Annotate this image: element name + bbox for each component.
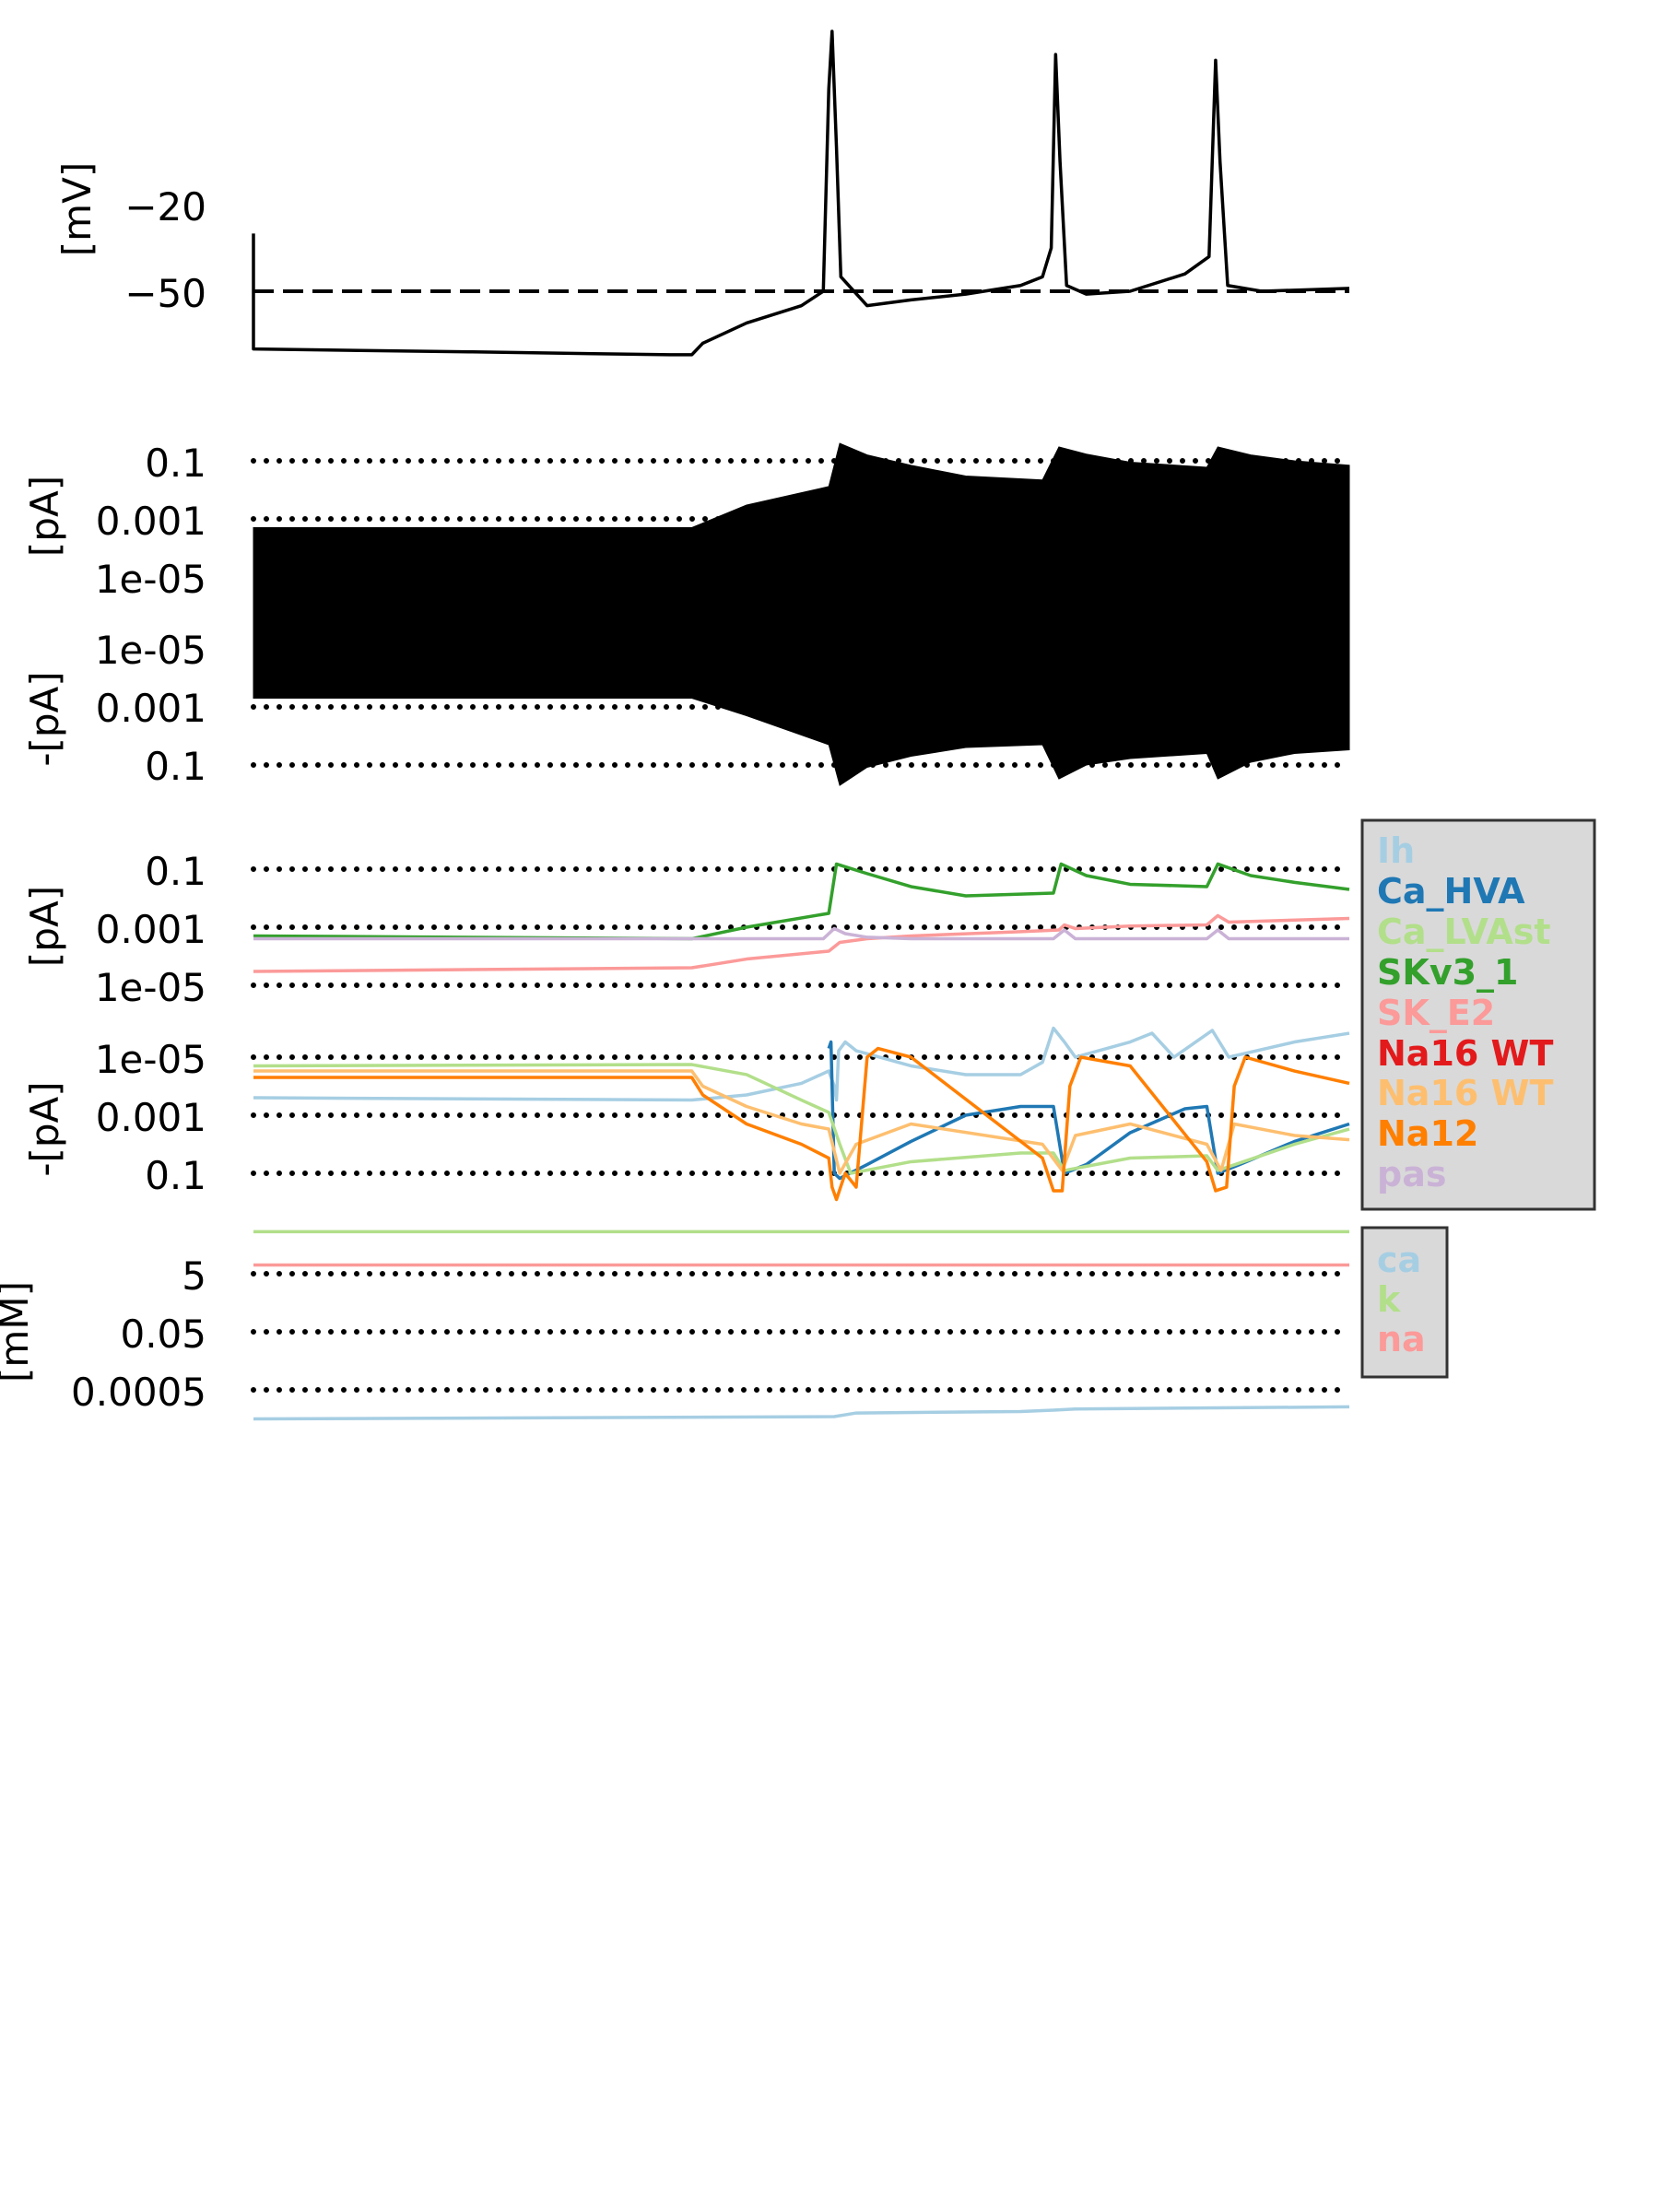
ytick-label: 1e-05 xyxy=(95,557,206,602)
ytick-label: 0.0005 xyxy=(71,1370,206,1415)
ytick-label: 1e-05 xyxy=(95,1037,206,1082)
y-axis-label: [mV] xyxy=(54,162,100,256)
current-line-ca-lvast xyxy=(253,1063,1350,1175)
ytick-label: 0.1 xyxy=(145,744,206,789)
current-line-na12 xyxy=(253,1046,1350,1202)
current-line-na16-wt xyxy=(253,1069,1350,1175)
ytick-label: 0.1 xyxy=(145,849,206,894)
current-line-pas xyxy=(253,926,1349,941)
ytick-label: 0.05 xyxy=(120,1312,206,1357)
legend-entry-na16-wt-1: Na16 WT xyxy=(1377,1033,1553,1074)
legend-entry-na12: Na12 xyxy=(1377,1113,1478,1154)
concentrations-panel: 5 0.05 0.0005 [mM] ca k na xyxy=(0,1226,1449,1421)
legend-entry-sk-e2: SK_E2 xyxy=(1377,993,1495,1033)
legend-entry-pas: pas xyxy=(1377,1154,1446,1194)
y-axis-label-top: [pA] xyxy=(22,886,67,967)
legend-entry-ca: ca xyxy=(1377,1240,1421,1280)
ytick-label: 0.1 xyxy=(145,441,206,486)
y-axis-label: [mM] xyxy=(0,1281,37,1382)
voltage-panel: −20 −50 [mV] xyxy=(54,29,1350,357)
y-axis-label-bottom: -[pA] xyxy=(22,1081,67,1176)
total-current-envelope xyxy=(253,442,1350,786)
legend-entry-k: k xyxy=(1377,1279,1401,1320)
total-current-panel: 0.1 0.001 1e-05 1e-05 0.001 0.1 [pA] -[p… xyxy=(22,441,1352,789)
y-axis-label-top: [pA] xyxy=(22,476,67,557)
ytick-label: 0.001 xyxy=(96,1095,206,1140)
voltage-trace xyxy=(252,29,1350,357)
legend-entry-ih: Ih xyxy=(1377,830,1415,871)
ytick-label: −20 xyxy=(124,184,206,229)
current-line-ca-hva xyxy=(827,1040,1350,1181)
ytick-label: 0.001 xyxy=(96,686,206,731)
ytick-label: 0.1 xyxy=(145,1153,206,1198)
ytick-label: 0.001 xyxy=(96,499,206,544)
legend-entry-ca-lvast: Ca_LVAst xyxy=(1377,912,1551,952)
legend-entry-na: na xyxy=(1377,1319,1426,1359)
current-line-skv3-1 xyxy=(253,862,1350,941)
ytick-label: 1e-05 xyxy=(95,965,206,1010)
ytick-label: −50 xyxy=(124,271,206,316)
current-line-ih xyxy=(253,1026,1350,1102)
concentration-line-ca xyxy=(253,1405,1350,1421)
legend-box xyxy=(1360,818,1596,1211)
legend-entry-ca-hva: Ca_HVA xyxy=(1377,871,1525,912)
channel-currents-panel: 0.1 0.001 1e-05 1e-05 0.001 0.1 [pA] -[p… xyxy=(22,818,1596,1211)
legend-entry-na16-wt-2: Na16 WT xyxy=(1377,1073,1553,1113)
legend-entry-skv3-1: SKv3_1 xyxy=(1377,952,1518,993)
ytick-label: 1e-05 xyxy=(95,628,206,673)
ytick-label: 0.001 xyxy=(96,907,206,952)
legend-box xyxy=(1360,1226,1449,1379)
current-line-sk-e2 xyxy=(253,913,1350,973)
y-axis-label-bottom: -[pA] xyxy=(22,671,67,766)
ytick-label: 5 xyxy=(182,1253,206,1299)
